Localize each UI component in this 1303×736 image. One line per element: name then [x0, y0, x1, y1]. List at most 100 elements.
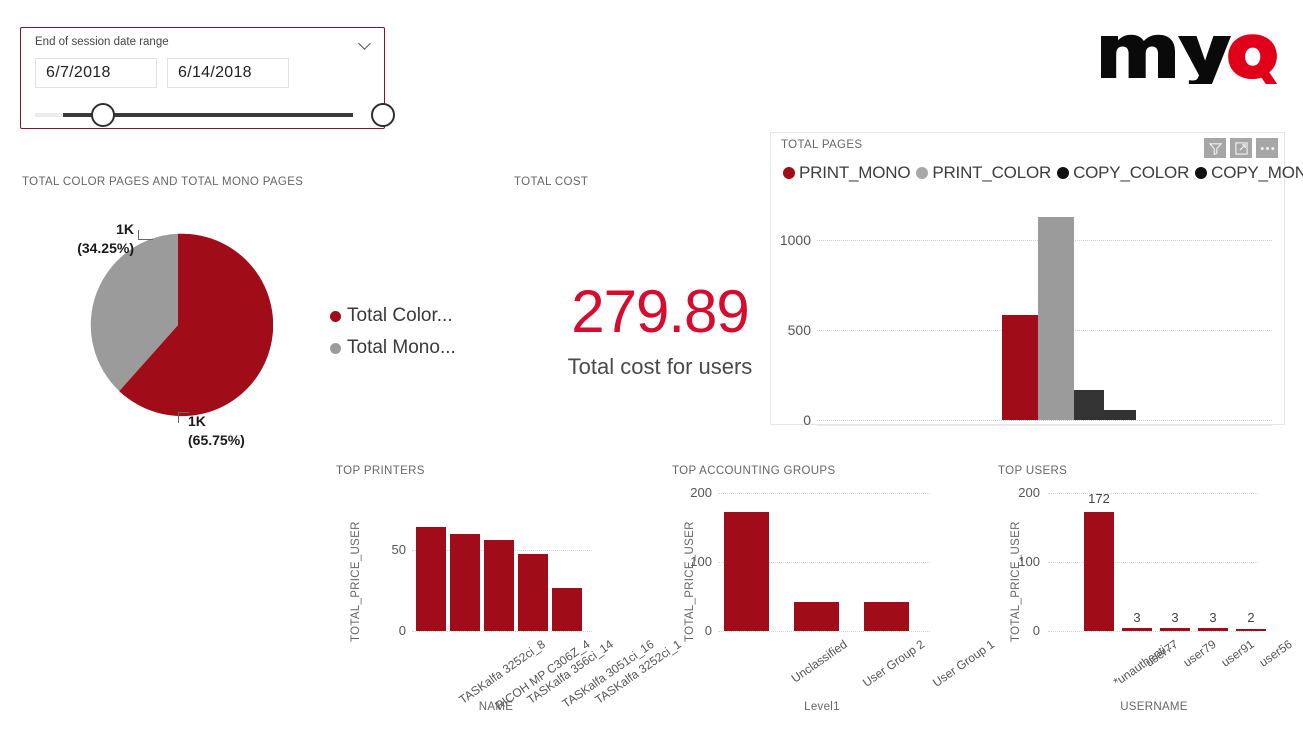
legend-dot-print-mono: [783, 167, 795, 179]
pie-leader-mono: [138, 230, 153, 240]
ytick-200: 200: [690, 485, 712, 500]
chevron-down-icon[interactable]: [359, 37, 372, 50]
more-options-icon[interactable]: [1256, 138, 1278, 158]
pie-label-mono: 1K (34.25%): [77, 221, 134, 256]
date-range-slider[interactable]: [35, 100, 395, 130]
top-groups-xlabel: Level1: [804, 701, 840, 713]
pie-slice-color[interactable]: [119, 233, 273, 417]
bar-print-mono[interactable]: [1002, 315, 1038, 420]
top-groups-plot[interactable]: 200 100 0: [690, 485, 930, 638]
gridline-200: [718, 493, 930, 494]
ytick-1000: 1000: [779, 232, 811, 248]
date-range-slicer[interactable]: End of session date range 6/7/2018 6/14/…: [20, 27, 395, 130]
ytick-50: 50: [391, 542, 406, 557]
filter-icon[interactable]: [1204, 138, 1226, 158]
datalabel-user-3: 3: [1171, 610, 1179, 625]
top-users-title: TOP USERS: [998, 465, 1068, 477]
total-pages-title: TOTAL PAGES: [781, 139, 863, 151]
legend-label-color: Total Color...: [347, 305, 453, 326]
gridline-0: [412, 631, 592, 632]
top-accounting-groups-visual[interactable]: TOP ACCOUNTING GROUPS TOTAL_PRICE_USER 2…: [672, 465, 997, 725]
datalabel-user-4: 3: [1209, 610, 1217, 625]
bar-printer-1[interactable]: [416, 527, 446, 631]
datalabel-user-1: 172: [1088, 491, 1110, 506]
end-date-input[interactable]: 6/14/2018: [167, 58, 289, 88]
focus-mode-icon[interactable]: [1230, 138, 1252, 158]
gridline-200: [1048, 493, 1258, 494]
xtick-user-4: user91: [1218, 637, 1257, 670]
ytick-500: 500: [787, 322, 811, 338]
pages-axis-line: [817, 425, 1272, 426]
legend-label-print-color: PRINT_COLOR: [932, 163, 1052, 182]
ytick-0: 0: [398, 623, 406, 638]
legend-label-copy-color: COPY_COLOR: [1073, 163, 1190, 182]
visual-header-actions[interactable]: [1204, 138, 1278, 158]
legend-label-print-mono: PRINT_MONO: [799, 163, 911, 182]
legend-item-copy-color[interactable]: COPY_COLOR: [1057, 163, 1189, 183]
total-cost-caption: Total cost for users: [567, 354, 753, 379]
pie-chart-graphic[interactable]: [83, 230, 273, 420]
top-users-plot[interactable]: 200 100 0 172 3 3 3 2: [1018, 485, 1266, 638]
top-printers-plot[interactable]: 50 0: [392, 511, 592, 638]
total-pages-legend[interactable]: PRINT_MONO PRINT_COLOR COPY_COLOR COPY_M…: [783, 163, 1303, 183]
top-users-xlabel: USERNAME: [1120, 701, 1188, 713]
myq-logo: [1099, 22, 1279, 84]
bar-user-4[interactable]: [1198, 628, 1228, 631]
top-printers-ylabel: TOTAL_PRICE_USER: [350, 521, 362, 642]
bar-user-3[interactable]: [1160, 628, 1190, 631]
bar-print-color[interactable]: [1038, 217, 1074, 420]
bar-printer-2[interactable]: [450, 534, 480, 631]
gridline-100: [1048, 562, 1258, 563]
pie-chart-visual[interactable]: TOTAL COLOR PAGES AND TOTAL MONO PAGES 1…: [18, 172, 348, 462]
legend-item-copy-mono[interactable]: COPY_MONO: [1195, 163, 1303, 183]
legend-dot-copy-color: [1057, 167, 1070, 179]
bar-user-1[interactable]: [1084, 512, 1114, 631]
bar-group-2[interactable]: [794, 602, 839, 631]
bar-printer-5[interactable]: [552, 588, 582, 631]
start-date-input[interactable]: 6/7/2018: [35, 58, 157, 88]
total-pages-plot[interactable]: 1000 500 0: [780, 195, 1272, 428]
top-printers-visual[interactable]: TOP PRINTERS TOTAL_PRICE_USER 50 0 TASKa…: [336, 465, 684, 725]
slider-handle-left[interactable]: [91, 103, 115, 127]
legend-item-print-mono[interactable]: PRINT_MONO: [783, 163, 911, 183]
legend-item-total-mono[interactable]: Total Mono...: [330, 332, 500, 364]
legend-label-copy-mono: COPY_MONO: [1211, 163, 1303, 182]
bar-group-3[interactable]: [864, 602, 909, 631]
legend-item-total-color[interactable]: Total Color...: [330, 300, 500, 332]
top-printers-title: TOP PRINTERS: [336, 465, 425, 477]
top-users-visual[interactable]: TOP USERS TOTAL_PRICE_USER 200 100 0 172…: [998, 465, 1298, 725]
slider-handle-right[interactable]: [371, 103, 395, 127]
xtick-group-2: User Group 2: [860, 637, 928, 690]
top-printers-xlabel: NAME: [478, 701, 514, 713]
slider-track-active: [63, 113, 353, 117]
legend-item-print-color[interactable]: PRINT_COLOR: [916, 163, 1051, 183]
ytick-0: 0: [704, 623, 712, 638]
legend-dot-color: [330, 310, 341, 322]
ytick-100: 100: [690, 554, 712, 569]
pie-slice-mono[interactable]: [90, 233, 178, 392]
xtick-group-1: Unclassified: [788, 637, 850, 686]
ytick-200: 200: [1018, 485, 1040, 500]
gridline-0: [1048, 631, 1258, 632]
bar-printer-4[interactable]: [518, 554, 548, 631]
bar-printer-3[interactable]: [484, 540, 514, 631]
pie-legend[interactable]: Total Color... Total Mono...: [330, 300, 500, 364]
datalabel-user-5: 2: [1247, 610, 1255, 625]
bar-copy-color[interactable]: [1074, 390, 1104, 420]
slicer-title: End of session date range: [35, 36, 169, 48]
total-cost-card[interactable]: TOTAL COST 279.89 Total cost for users: [500, 172, 820, 402]
bar-user-2[interactable]: [1122, 628, 1152, 631]
total-pages-visual[interactable]: TOTAL PAGES PRINT_MONO PRINT_C: [770, 132, 1303, 428]
gridline-100: [718, 562, 930, 563]
bar-group-1[interactable]: [724, 512, 769, 631]
pie-chart-title: TOTAL COLOR PAGES AND TOTAL MONO PAGES: [22, 176, 304, 188]
bar-copy-mono[interactable]: [1104, 410, 1136, 420]
ytick-100: 100: [1018, 554, 1040, 569]
pie-label-color: 1K (65.75%): [188, 413, 245, 448]
total-cost-value: 279.89: [571, 278, 750, 345]
bar-user-5[interactable]: [1236, 629, 1266, 631]
gridline-0: [718, 631, 930, 632]
pie-slices[interactable]: [83, 230, 273, 420]
ytick-0: 0: [803, 412, 811, 428]
total-cost-title: TOTAL COST: [514, 176, 589, 188]
